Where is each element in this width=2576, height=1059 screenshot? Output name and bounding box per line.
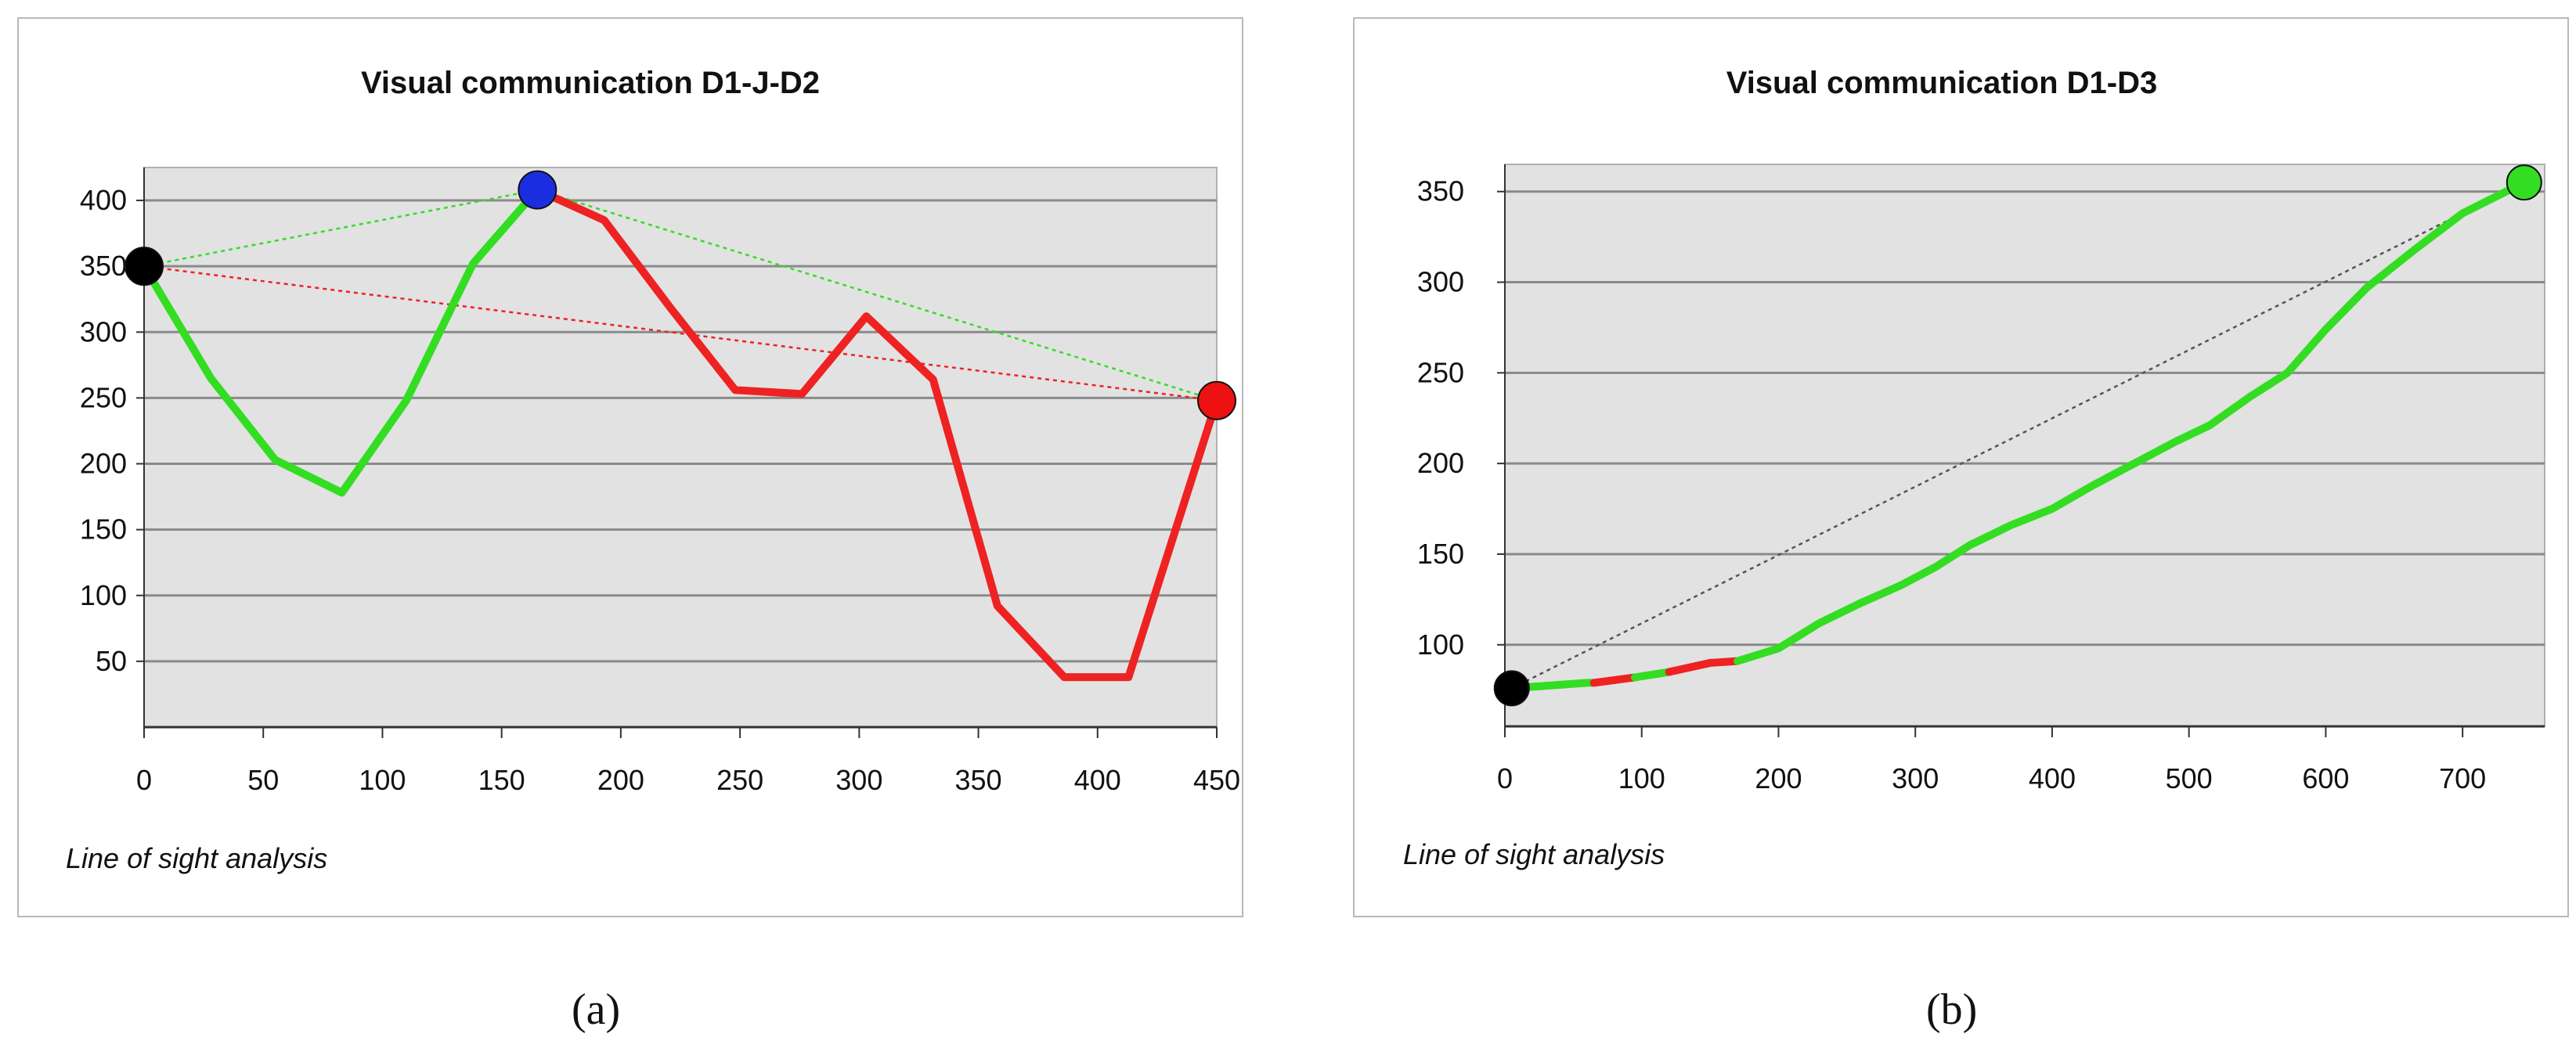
chart-a-x-tick-label: 300 bbox=[835, 764, 882, 796]
chart-a-x-tick-label: 0 bbox=[136, 764, 152, 796]
chart-panel-a: Visual communication D1-J-D2 50 100 150 200 2… bbox=[17, 17, 1243, 917]
caption-b: (b) bbox=[1926, 985, 1978, 1034]
chart-a-x-tick-label: 400 bbox=[1074, 764, 1121, 796]
chart-a-point-marker bbox=[124, 247, 164, 286]
chart-a-x-tick-label: 250 bbox=[716, 764, 763, 796]
chart-a-series-line bbox=[140, 186, 542, 497]
chart-a-series-line bbox=[143, 265, 1218, 402]
chart-b-y-tick-label: 100 bbox=[1417, 629, 1464, 661]
chart-b-y-tick-label: 150 bbox=[1417, 538, 1464, 570]
chart-b-x-tick-label: 300 bbox=[1892, 762, 1939, 794]
chart-b-y-tick-label: 300 bbox=[1417, 266, 1464, 298]
chart-a-y-tick-label: 250 bbox=[80, 381, 127, 413]
chart-b-series-line bbox=[1734, 178, 2528, 665]
chart-a-x-tick-label: 350 bbox=[955, 764, 1002, 796]
chart-a-y-tick-label: 100 bbox=[80, 579, 127, 611]
chart-a-x-tick-label: 100 bbox=[359, 764, 406, 796]
chart-b-svg: Visual communication D1-D3 100 150 200 250 30… bbox=[1403, 66, 2545, 870]
chart-a-x-tick-label: 450 bbox=[1193, 764, 1240, 796]
chart-b-x-tick-label: 400 bbox=[2029, 762, 2076, 794]
chart-a-x-tick-label: 150 bbox=[478, 764, 525, 796]
chart-a-y-tick-label: 150 bbox=[80, 513, 127, 546]
chart-b-x-tick-label: 500 bbox=[2166, 762, 2213, 794]
chart-a-x-tick-label: 200 bbox=[597, 764, 644, 796]
chart-b-x-tick-label: 0 bbox=[1497, 762, 1513, 794]
caption-a: (a) bbox=[572, 985, 621, 1034]
chart-b-series-line bbox=[1589, 673, 1639, 687]
chart-a-series-line bbox=[533, 186, 1221, 682]
chart-b-y-tick-label: 200 bbox=[1417, 447, 1464, 479]
chart-a-footer: Line of sight analysis bbox=[66, 842, 327, 874]
chart-a-title: Visual communication D1-J-D2 bbox=[361, 66, 820, 100]
chart-b-series-line bbox=[1511, 182, 2525, 690]
chart-b-point-marker bbox=[1493, 670, 1530, 707]
chart-a-point-marker bbox=[518, 170, 557, 210]
chart-b-footer: Line of sight analysis bbox=[1403, 838, 1665, 870]
chart-b-point-marker bbox=[2506, 164, 2542, 201]
chart-a-y-tick-label: 300 bbox=[80, 315, 127, 348]
chart-a-svg: Visual communication D1-J-D2 50 100 150 200 2… bbox=[66, 66, 1240, 874]
chart-b-title: Visual communication D1-D3 bbox=[1726, 66, 2158, 100]
chart-b-x-tick-label: 600 bbox=[2302, 762, 2349, 794]
chart-b-x-tick-label: 100 bbox=[1618, 762, 1665, 794]
chart-b-y-tick-label: 250 bbox=[1417, 356, 1464, 388]
chart-b-series-line bbox=[1665, 657, 1742, 676]
chart-a-x-tick-label: 50 bbox=[247, 764, 279, 796]
chart-a-plot-area bbox=[143, 167, 1218, 728]
chart-b-series-line bbox=[1631, 668, 1673, 682]
chart-a-y-tick-label: 50 bbox=[96, 645, 127, 677]
chart-b-plot-area bbox=[1504, 164, 2545, 727]
chart-a-point-marker bbox=[1197, 380, 1236, 420]
chart-b-y-tick-label: 350 bbox=[1417, 175, 1464, 207]
chart-a-y-tick-label: 200 bbox=[80, 448, 127, 480]
chart-b-x-tick-label: 700 bbox=[2439, 762, 2486, 794]
chart-panel-b: Visual communication D1-D3 100 150 200 250 30… bbox=[1353, 17, 2569, 917]
chart-a-y-tick-label: 400 bbox=[80, 184, 127, 216]
chart-a-y-tick-label: 350 bbox=[80, 250, 127, 282]
chart-b-x-tick-label: 200 bbox=[1755, 762, 1802, 794]
